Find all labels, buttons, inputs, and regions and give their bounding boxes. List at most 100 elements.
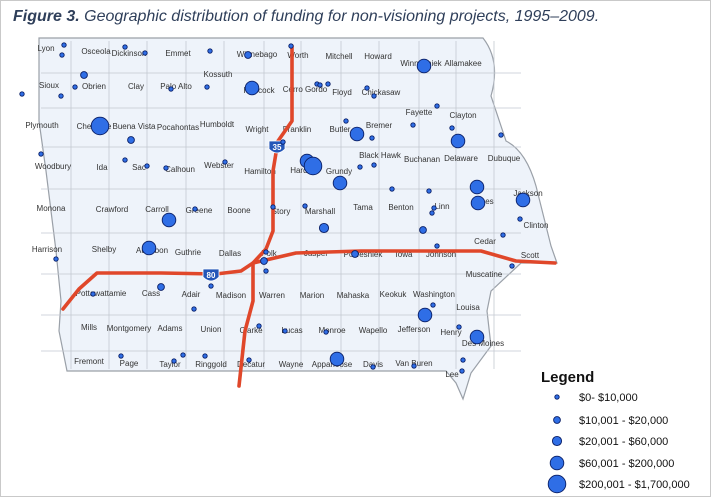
- county-label-harrison: Harrison: [32, 245, 62, 254]
- interstate-80-label: 80: [207, 271, 216, 280]
- county-label-cass: Cass: [142, 289, 160, 298]
- funding-marker-washington-67: [430, 302, 436, 308]
- county-label-bremer: Bremer: [366, 121, 393, 130]
- legend-marker-tier-5: [547, 474, 567, 494]
- funding-marker-hardin-37: [303, 156, 323, 176]
- funding-marker-worth-6: [288, 43, 294, 49]
- county-label-cedar: Cedar: [474, 237, 496, 246]
- funding-marker-clayton-21: [449, 125, 455, 131]
- county-label-kossuth: Kossuth: [204, 70, 233, 79]
- funding-marker-woodbury-31: [38, 151, 44, 157]
- county-label-grundy: Grundy: [326, 167, 352, 176]
- funding-marker-dickinson-3: [142, 50, 148, 56]
- county-label-worth: Worth: [287, 51, 308, 60]
- county-label-taylor: Taylor: [159, 360, 181, 369]
- county-label-buena-vista: Buena Vista: [113, 122, 157, 131]
- funding-marker-lyon-0: [59, 52, 65, 58]
- funding-marker-black-hawk-39: [371, 162, 377, 168]
- funding-marker-union-69: [191, 306, 197, 312]
- legend-label-tier-3: $20,001 - $60,000: [579, 436, 668, 448]
- county-label-louisa: Louisa: [456, 303, 480, 312]
- funding-marker-marshall-44: [302, 203, 308, 209]
- funding-marker-winneshiek-7: [416, 58, 432, 74]
- county-label-polk: Polk: [261, 249, 278, 258]
- interstate-35-route: [237, 44, 294, 388]
- county-label-plymouth: Plymouth: [25, 121, 58, 130]
- funding-marker-cerro-gordo-16: [325, 81, 331, 87]
- funding-marker-black-hawk-40: [357, 164, 363, 170]
- county-label-emmet: Emmet: [165, 49, 191, 58]
- county-label-marion: Marion: [300, 291, 324, 300]
- county-label-union: Union: [201, 325, 222, 334]
- county-label-jefferson: Jefferson: [398, 325, 431, 334]
- funding-marker-madison-66: [208, 283, 214, 289]
- funding-marker-monroe-72: [323, 329, 329, 335]
- funding-marker-henry-73: [417, 307, 433, 323]
- funding-marker-linn-46: [426, 188, 432, 194]
- funding-marker-obrien-11: [80, 71, 88, 79]
- funding-marker-carroll-41: [161, 212, 177, 228]
- funding-marker-jones-50: [470, 195, 486, 211]
- county-label-wright: Wright: [246, 125, 270, 134]
- county-label-butler: Butler: [330, 125, 351, 134]
- legend-marker-tier-2: [553, 416, 561, 424]
- funding-marker-audubon-54: [141, 240, 157, 256]
- legend-item-tier-5: $200,001 - $1,700,000: [547, 474, 690, 494]
- county-label-crawford: Crawford: [96, 205, 128, 214]
- funding-marker-calhoun-34: [163, 165, 169, 171]
- funding-marker-des-moines-74: [469, 329, 485, 345]
- legend-label-tier-2: $10,001 - $20,000: [579, 415, 668, 427]
- county-label-des-moines: Des Moines: [462, 339, 504, 348]
- legend-label-tier-4: $60,001 - $200,000: [579, 458, 674, 470]
- county-label-johnson: Johnson: [426, 250, 456, 259]
- county-label-greene: Greene: [186, 206, 213, 215]
- funding-marker-grundy-38: [332, 175, 348, 191]
- funding-marker-delaware-29: [450, 133, 466, 149]
- county-label-hancock: Hancock: [243, 86, 275, 95]
- county-label-osceola: Osceola: [81, 47, 111, 56]
- funding-marker-kossuth-13: [204, 84, 210, 90]
- funding-marker-dubuque-30: [498, 132, 504, 138]
- county-label-montgomery: Montgomery: [107, 324, 151, 333]
- funding-marker-bremer-26: [369, 135, 375, 141]
- county-label-calhoun: Calhoun: [165, 165, 195, 174]
- funding-marker-polk-56: [263, 249, 269, 255]
- county-label-wayne: Wayne: [279, 360, 304, 369]
- funding-marker-sioux-9: [58, 93, 64, 99]
- county-label-henry: Henry: [440, 328, 461, 337]
- funding-marker-sioux-8: [19, 91, 25, 97]
- county-label-clayton: Clayton: [449, 111, 476, 120]
- legend-item-tier-4: $60,001 - $200,000: [549, 455, 674, 471]
- funding-marker-dickinson-2: [122, 44, 128, 50]
- funding-marker-obrien-10: [72, 84, 78, 90]
- legend-marker-tier-3: [551, 435, 563, 447]
- funding-marker-hancock-14: [244, 80, 260, 96]
- county-label-black-hawk: Black Hawk: [359, 151, 402, 160]
- interstate-35-label: 35: [273, 143, 282, 152]
- county-label-delaware: Delaware: [444, 154, 478, 163]
- funding-marker-lucas-71: [282, 328, 288, 334]
- funding-marker-van-buren-83: [411, 363, 417, 369]
- county-label-wapello: Wapello: [359, 326, 388, 335]
- legend-item-tier-3: $20,001 - $60,000: [551, 435, 668, 448]
- funding-marker-scott-61: [500, 232, 506, 238]
- funding-marker-clarke-70: [256, 323, 262, 329]
- county-label-dubuque: Dubuque: [488, 154, 521, 163]
- county-label-fayette: Fayette: [406, 108, 433, 117]
- figure-title: Geographic distribution of funding for n…: [84, 8, 600, 25]
- funding-marker-chickasaw-19: [371, 93, 377, 99]
- legend-label-tier-5: $200,001 - $1,700,000: [579, 479, 690, 491]
- county-label-mills: Mills: [81, 323, 97, 332]
- county-label-adair: Adair: [182, 290, 201, 299]
- funding-marker-floyd-17: [317, 82, 323, 88]
- funding-marker-kossuth-4: [207, 48, 213, 54]
- county-label-cerro-gordo: Cerro Gordo: [283, 85, 328, 94]
- county-label-webster: Webster: [204, 161, 234, 170]
- interstate-80-route: [61, 249, 557, 311]
- county-label-lee: Lee: [445, 370, 459, 379]
- county-label-howard: Howard: [364, 52, 392, 61]
- county-label-warren: Warren: [259, 291, 285, 300]
- funding-marker-butler-24: [349, 126, 365, 142]
